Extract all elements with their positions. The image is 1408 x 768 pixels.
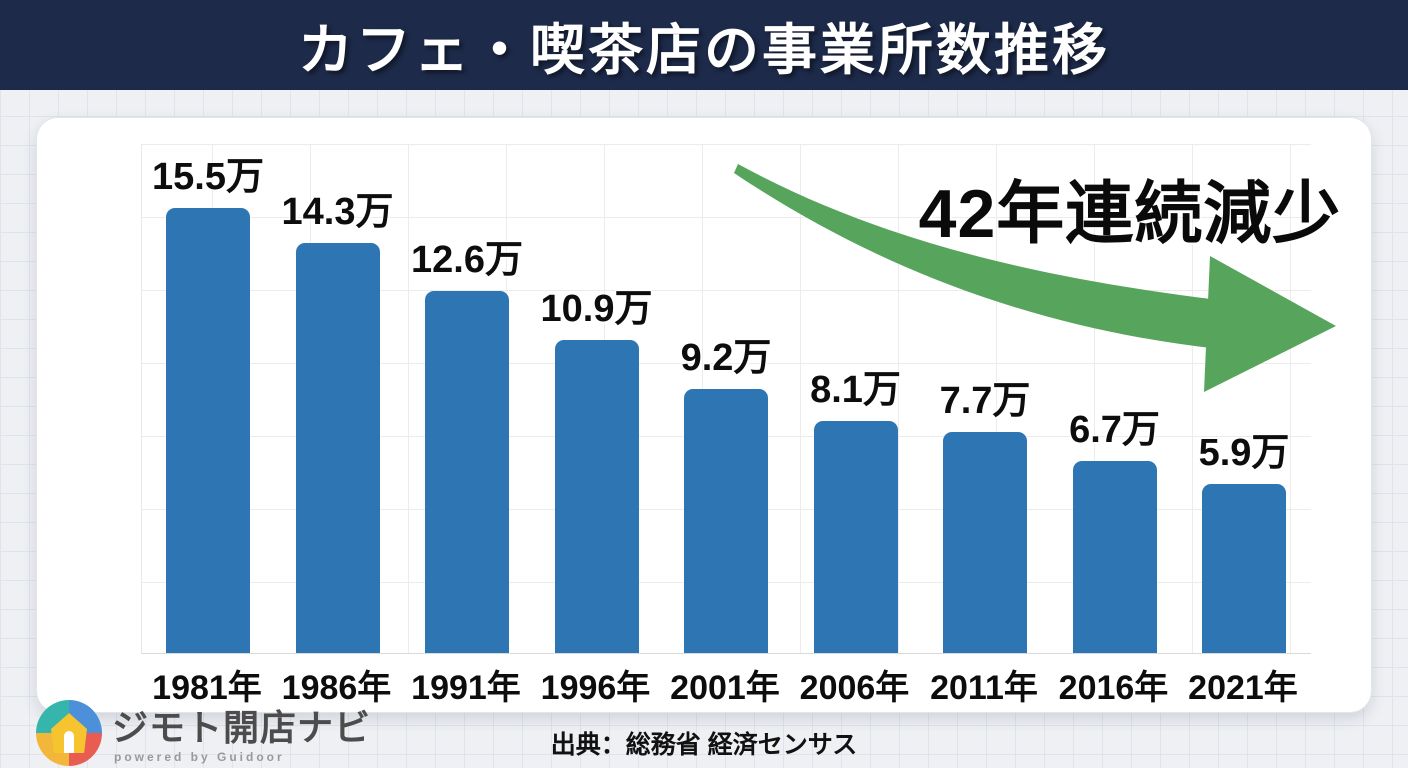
bar-value-label: 15.5万	[152, 156, 264, 198]
page-title: カフェ・喫茶店の事業所数推移	[297, 19, 1110, 81]
bar	[1072, 461, 1157, 653]
bar-year-label: 1991年	[411, 669, 521, 707]
bar-value-label: 12.6万	[411, 239, 523, 281]
bar-year-label: 1996年	[540, 669, 651, 707]
bar-value-label: 10.9万	[540, 288, 653, 330]
bar-value-label: 14.3万	[281, 191, 394, 233]
bar-value-label: 5.9万	[1198, 432, 1290, 474]
door-shape	[64, 731, 74, 753]
logo-name: ジモト開店ナビ	[112, 707, 372, 748]
bar	[684, 389, 768, 653]
bar-year-label: 1981年	[152, 669, 262, 707]
bar-value-label: 6.7万	[1069, 409, 1160, 451]
bar	[813, 421, 898, 653]
header-bar: カフェ・喫茶店の事業所数推移	[0, 0, 1408, 90]
bar	[166, 208, 250, 653]
house-icon	[51, 713, 87, 753]
logo-texts: ジモト開店ナビ powered by Guidoor	[112, 700, 371, 764]
bar-year-label: 2006年	[799, 669, 910, 707]
bar-year-label: 2001年	[670, 669, 780, 707]
bar	[425, 291, 509, 653]
logo-tagline: powered by Guidoor	[114, 749, 285, 764]
bar	[295, 243, 380, 653]
bar	[943, 432, 1027, 653]
bar-value-label: 8.1万	[810, 369, 901, 411]
bar-value-label: 7.7万	[939, 380, 1031, 422]
bar-year-label: 2016年	[1058, 669, 1169, 707]
bar-year-label: 2021年	[1188, 669, 1298, 707]
logo: ジモト開店ナビ powered by Guidoor	[36, 700, 371, 766]
bar-year-label: 2011年	[930, 669, 1038, 707]
bar-year-label: 1986年	[281, 669, 392, 707]
bar	[554, 340, 639, 653]
chart-card: 15.5万 14.3万 12.6万 10.9万 9.2万 8.1万 7.7万 6.7万 5.9万…	[36, 117, 1372, 713]
logo-pin-icon	[36, 700, 102, 766]
source-note: 出典：総務省 経済センサス	[550, 731, 858, 759]
bar	[1202, 484, 1286, 653]
annotation-decline: 42年連続減少	[918, 176, 1342, 252]
